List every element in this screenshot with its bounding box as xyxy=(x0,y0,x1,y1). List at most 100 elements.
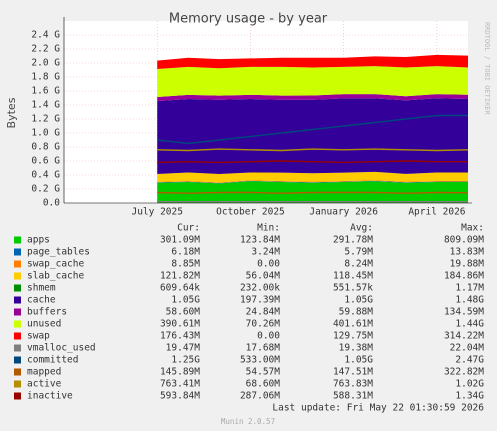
legend-swatch xyxy=(14,368,21,376)
legend-value: 322.82M xyxy=(444,367,484,378)
legend-label: unused xyxy=(27,319,61,330)
legend-value: 0.00 xyxy=(257,259,280,270)
legend-value: 809.09M xyxy=(444,235,484,246)
legend-value: 24.84M xyxy=(246,307,281,318)
legend-value: 1.05G xyxy=(344,295,373,306)
legend-value: 609.64k xyxy=(160,283,200,294)
legend-value: 54.57M xyxy=(246,367,281,378)
legend-value: 134.59M xyxy=(444,307,484,318)
y-tick-label: 1.8 G xyxy=(31,72,60,83)
footer: Munin 2.0.57 xyxy=(221,417,275,426)
y-tick-label: 1.6 G xyxy=(31,86,60,97)
area-series xyxy=(157,66,468,97)
legend-value: 118.45M xyxy=(333,271,373,282)
y-tick-label: 0.6 G xyxy=(31,156,60,167)
legend-label: buffers xyxy=(27,307,67,318)
legend-swatch xyxy=(14,248,21,256)
legend-swatch xyxy=(14,392,21,400)
legend-label: shmem xyxy=(27,283,56,294)
legend-swatch xyxy=(14,308,21,316)
legend-value: 291.78M xyxy=(333,235,373,246)
legend-value: 1.34G xyxy=(455,391,484,402)
legend-swatch xyxy=(14,380,21,388)
legend-value: 121.82M xyxy=(160,271,200,282)
legend-value: 763.41M xyxy=(160,379,200,390)
legend-value: 401.61M xyxy=(333,319,373,330)
legend-value: 22.04M xyxy=(450,343,485,354)
legend-value: 68.60M xyxy=(246,379,281,390)
legend-value: 1.05G xyxy=(171,295,200,306)
legend-value: 19.38M xyxy=(339,343,374,354)
legend-value: 232.00k xyxy=(240,283,280,294)
line-series xyxy=(157,160,468,164)
legend-swatch xyxy=(14,236,21,244)
legend-value: 287.06M xyxy=(240,391,280,402)
y-tick-label: 1.4 G xyxy=(31,100,60,111)
legend-swatch xyxy=(14,332,21,340)
area-series xyxy=(157,94,468,102)
chart-title: Memory usage - by year xyxy=(169,12,328,27)
line-series xyxy=(157,114,468,145)
x-tick-label: July 2025 xyxy=(131,207,182,218)
legend-swatch xyxy=(14,296,21,304)
legend-label: inactive xyxy=(27,391,73,402)
legend-value: 0.00 xyxy=(257,331,280,342)
legend-value: 1.25G xyxy=(171,355,200,366)
legend-value: 184.86M xyxy=(444,271,484,282)
y-tick-label: 0.0 xyxy=(43,198,60,209)
y-tick-label: 0.4 G xyxy=(31,170,60,181)
legend-value: 1.17M xyxy=(455,283,484,294)
legend-value: 70.26M xyxy=(246,319,281,330)
column-header: Min: xyxy=(257,223,280,234)
area-series xyxy=(157,171,468,183)
legend-swatch xyxy=(14,344,21,352)
legend-value: 2.47G xyxy=(455,355,484,366)
legend-value: 1.44G xyxy=(455,319,484,330)
y-tick-label: 1.2 G xyxy=(31,114,60,125)
legend-value: 129.75M xyxy=(333,331,373,342)
legend-swatch xyxy=(14,320,21,328)
legend-label: vmalloc_used xyxy=(27,343,96,354)
legend-label: swap_cache xyxy=(27,259,84,270)
legend-value: 19.47M xyxy=(166,343,201,354)
legend-swatch xyxy=(14,260,21,268)
legend-value: 1.48G xyxy=(455,295,484,306)
legend-value: 390.61M xyxy=(160,319,200,330)
legend-label: page_tables xyxy=(27,247,90,258)
legend-value: 6.18M xyxy=(171,247,200,258)
y-tick-label: 0.2 G xyxy=(31,184,60,195)
legend-label: committed xyxy=(27,355,78,366)
legend-value: 1.05G xyxy=(344,355,373,366)
y-tick-label: 0.8 G xyxy=(31,142,60,153)
legend-value: 551.57k xyxy=(333,283,373,294)
legend-value: 314.22M xyxy=(444,331,484,342)
legend-value: 5.79M xyxy=(344,247,373,258)
legend-value: 533.00M xyxy=(240,355,280,366)
line-series xyxy=(157,148,469,152)
legend-value: 176.43M xyxy=(160,331,200,342)
legend-value: 147.51M xyxy=(333,367,373,378)
y-tick-label: 2.4 G xyxy=(31,30,60,41)
legend-label: cache xyxy=(27,295,56,306)
y-tick-label: 2.2 G xyxy=(31,44,60,55)
legend-label: mapped xyxy=(27,367,61,378)
x-tick-label: April 2026 xyxy=(408,207,465,218)
legend-swatch xyxy=(14,356,21,364)
area-series xyxy=(157,54,468,69)
legend-swatch xyxy=(14,272,21,280)
legend-value: 3.24M xyxy=(251,247,280,258)
legend-label: active xyxy=(27,379,62,390)
legend-value: 19.88M xyxy=(450,259,485,270)
legend-value: 1.02G xyxy=(455,379,484,390)
legend-value: 13.83M xyxy=(450,247,485,258)
legend-value: 56.04M xyxy=(246,271,281,282)
legend-value: 58.60M xyxy=(166,307,201,318)
legend-value: 588.31M xyxy=(333,391,373,402)
y-tick-label: 2.0 G xyxy=(31,58,60,69)
legend-value: 59.88M xyxy=(339,307,374,318)
y-axis-label: Bytes xyxy=(5,97,18,128)
legend-value: 593.84M xyxy=(160,391,200,402)
legend-value: 123.84M xyxy=(240,235,280,246)
y-tick-label: 1.0 G xyxy=(31,128,60,139)
